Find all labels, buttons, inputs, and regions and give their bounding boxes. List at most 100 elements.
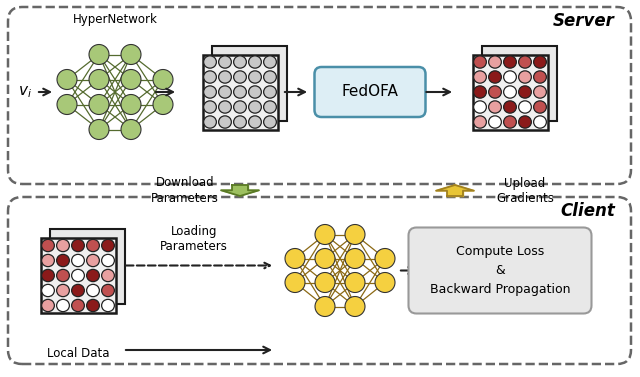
Ellipse shape xyxy=(504,56,516,68)
Ellipse shape xyxy=(488,101,501,113)
Text: Download
Parameters: Download Parameters xyxy=(151,176,219,204)
Circle shape xyxy=(121,69,141,89)
Text: Loading
Parameters: Loading Parameters xyxy=(160,225,228,253)
Text: Server: Server xyxy=(553,12,615,30)
Ellipse shape xyxy=(86,299,99,312)
Ellipse shape xyxy=(86,239,99,252)
FancyBboxPatch shape xyxy=(202,55,278,130)
Ellipse shape xyxy=(42,269,54,282)
Circle shape xyxy=(285,273,305,293)
FancyBboxPatch shape xyxy=(481,46,557,121)
Ellipse shape xyxy=(488,86,501,98)
Text: Upload
Gradients: Upload Gradients xyxy=(496,176,554,204)
Ellipse shape xyxy=(488,71,501,83)
FancyBboxPatch shape xyxy=(408,227,591,314)
Ellipse shape xyxy=(518,56,531,68)
Circle shape xyxy=(153,69,173,89)
Text: Compute Loss
&
Backward Propagation: Compute Loss & Backward Propagation xyxy=(429,245,570,296)
Ellipse shape xyxy=(488,116,501,128)
Ellipse shape xyxy=(504,101,516,113)
Ellipse shape xyxy=(86,284,99,297)
Ellipse shape xyxy=(219,101,232,113)
Text: HyperNetwork: HyperNetwork xyxy=(72,13,157,26)
Text: FedOFA: FedOFA xyxy=(342,84,399,100)
Circle shape xyxy=(57,95,77,115)
Circle shape xyxy=(375,248,395,268)
FancyBboxPatch shape xyxy=(211,46,287,121)
Ellipse shape xyxy=(72,284,84,297)
Circle shape xyxy=(315,248,335,268)
Ellipse shape xyxy=(56,299,69,312)
Ellipse shape xyxy=(474,56,486,68)
Ellipse shape xyxy=(42,299,54,312)
Ellipse shape xyxy=(219,86,232,98)
Ellipse shape xyxy=(504,86,516,98)
Circle shape xyxy=(315,224,335,245)
Ellipse shape xyxy=(56,239,69,252)
Circle shape xyxy=(89,69,109,89)
Circle shape xyxy=(315,296,335,317)
Ellipse shape xyxy=(86,254,99,267)
Ellipse shape xyxy=(474,116,486,128)
Ellipse shape xyxy=(534,71,547,83)
Ellipse shape xyxy=(264,71,276,83)
Text: Local Data: Local Data xyxy=(47,347,109,360)
Circle shape xyxy=(345,248,365,268)
Circle shape xyxy=(315,273,335,293)
Ellipse shape xyxy=(72,269,84,282)
Ellipse shape xyxy=(504,71,516,83)
FancyBboxPatch shape xyxy=(472,55,547,130)
Ellipse shape xyxy=(42,284,54,297)
Ellipse shape xyxy=(102,299,115,312)
Ellipse shape xyxy=(72,299,84,312)
Circle shape xyxy=(89,120,109,139)
Ellipse shape xyxy=(264,86,276,98)
Ellipse shape xyxy=(102,239,115,252)
Ellipse shape xyxy=(474,71,486,83)
Ellipse shape xyxy=(102,254,115,267)
Ellipse shape xyxy=(56,284,69,297)
Circle shape xyxy=(121,95,141,115)
Ellipse shape xyxy=(219,71,232,83)
Ellipse shape xyxy=(518,116,531,128)
Circle shape xyxy=(345,224,365,245)
FancyBboxPatch shape xyxy=(8,7,631,184)
Ellipse shape xyxy=(518,71,531,83)
Ellipse shape xyxy=(234,86,246,98)
Ellipse shape xyxy=(204,86,216,98)
FancyBboxPatch shape xyxy=(40,238,115,313)
Ellipse shape xyxy=(86,269,99,282)
Ellipse shape xyxy=(219,116,232,128)
Ellipse shape xyxy=(102,284,115,297)
Ellipse shape xyxy=(534,86,547,98)
Ellipse shape xyxy=(56,254,69,267)
Circle shape xyxy=(153,95,173,115)
Circle shape xyxy=(89,95,109,115)
Ellipse shape xyxy=(42,239,54,252)
Ellipse shape xyxy=(204,56,216,68)
Ellipse shape xyxy=(518,86,531,98)
Ellipse shape xyxy=(534,56,547,68)
Ellipse shape xyxy=(248,116,261,128)
FancyBboxPatch shape xyxy=(49,229,125,304)
Ellipse shape xyxy=(248,101,261,113)
Polygon shape xyxy=(221,190,259,196)
Ellipse shape xyxy=(72,254,84,267)
Circle shape xyxy=(345,273,365,293)
Polygon shape xyxy=(232,185,248,190)
Ellipse shape xyxy=(72,239,84,252)
Ellipse shape xyxy=(204,116,216,128)
Ellipse shape xyxy=(234,56,246,68)
Ellipse shape xyxy=(474,86,486,98)
FancyBboxPatch shape xyxy=(314,67,426,117)
Ellipse shape xyxy=(264,116,276,128)
Circle shape xyxy=(121,120,141,139)
Ellipse shape xyxy=(504,116,516,128)
Ellipse shape xyxy=(248,71,261,83)
Text: Client: Client xyxy=(560,202,615,220)
Ellipse shape xyxy=(518,101,531,113)
Circle shape xyxy=(375,273,395,293)
Ellipse shape xyxy=(42,254,54,267)
Circle shape xyxy=(57,69,77,89)
Text: $\boldsymbol{v_i}$: $\boldsymbol{v_i}$ xyxy=(18,84,32,100)
